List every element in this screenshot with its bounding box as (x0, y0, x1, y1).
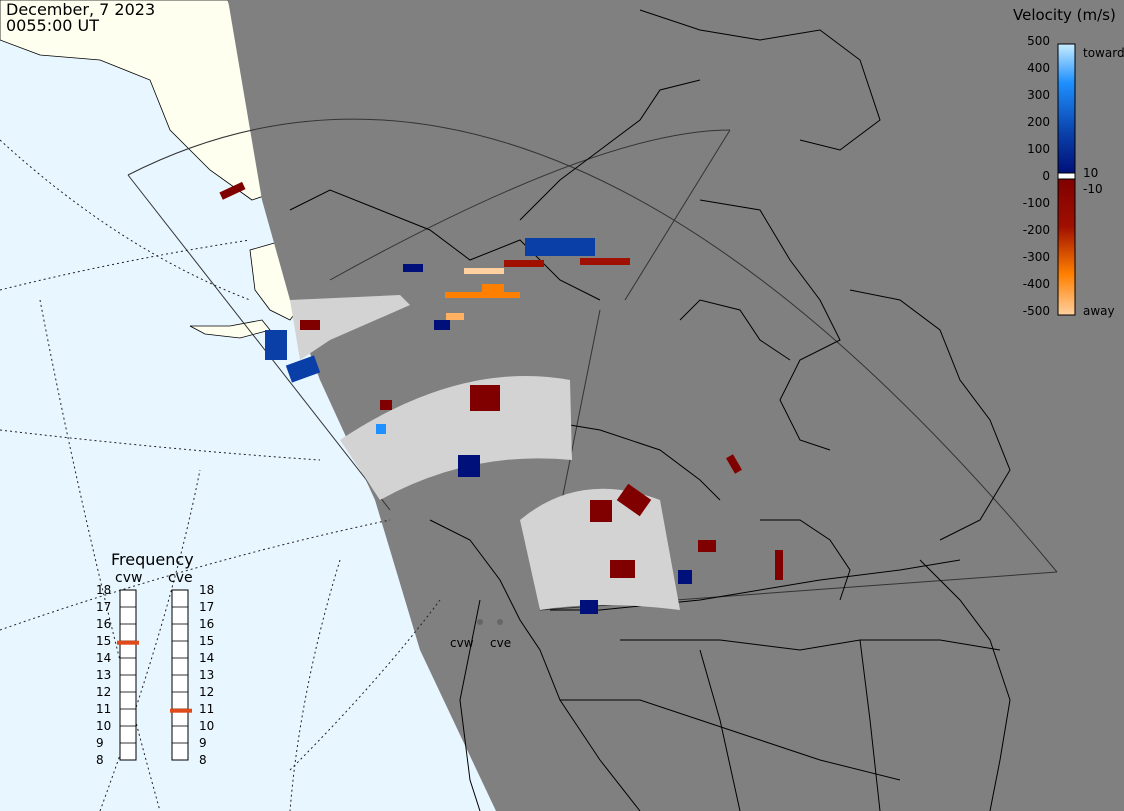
velocity-cell (285, 355, 321, 383)
freq-radar-label-cve: cve (168, 570, 193, 586)
colorbar-tick: -300 (1023, 250, 1050, 264)
freq-scale-label: 10 (199, 719, 214, 733)
velocity-cell (219, 181, 246, 200)
colorbar-tick: -400 (1023, 277, 1050, 291)
velocity-cell (775, 550, 783, 580)
ground-scatter-west (340, 376, 572, 500)
velocity-colorbar: Velocity (m/s) 500 400 300 200 100 (1013, 6, 1124, 318)
velocity-cell (470, 385, 500, 411)
frequency-panel: Frequency cvw cve 18 18 17 17 16 16 15 15 14 14 13… (96, 550, 214, 767)
colorbar-tick: -500 (1023, 304, 1050, 318)
freq-scale-label: 13 (199, 668, 214, 682)
velocity-cell (616, 483, 652, 517)
backscatter-data (219, 181, 783, 614)
freq-scale-label: 13 (96, 668, 111, 682)
freq-scale-label: 12 (199, 685, 214, 699)
velocity-cell (678, 570, 692, 584)
velocity-cell (403, 264, 423, 272)
velocity-cell (726, 454, 742, 474)
freq-marker-cve (170, 708, 192, 713)
ground-scatter-north (290, 295, 410, 360)
freq-scale-label: 18 (96, 583, 111, 597)
freq-scale-label: 16 (199, 617, 214, 631)
freq-scale-label: 15 (96, 634, 111, 648)
colorbar-tick: 300 (1027, 88, 1050, 102)
freq-scale-label: 17 (199, 600, 214, 614)
colorbar-tick: 500 (1027, 34, 1050, 48)
velocity-cell (376, 424, 386, 434)
velocity-cell (504, 260, 544, 267)
colorbar-neg-threshold: -10 (1083, 182, 1103, 196)
velocity-cell (525, 238, 595, 256)
freq-radar-label-cvw: cvw (115, 570, 142, 586)
velocity-cell (458, 455, 480, 477)
freq-scale-label: 10 (96, 719, 111, 733)
velocity-cell (580, 600, 598, 614)
header-time: 0055:00 UT (6, 16, 100, 35)
colorbar-title: Velocity (m/s) (1013, 6, 1116, 24)
velocity-cell (434, 320, 450, 330)
velocity-cell (380, 400, 392, 410)
velocity-cell (482, 284, 504, 292)
freq-scale-label: 8 (96, 753, 104, 767)
coastlines (289, 9, 1011, 811)
colorbar-tick: 0 (1042, 169, 1050, 183)
colorbar-pos-threshold: 10 (1083, 166, 1098, 180)
freq-scale-label: 18 (199, 583, 214, 597)
night-region (228, 0, 1124, 811)
freq-scale-label: 9 (199, 736, 207, 750)
velocity-cell (590, 500, 612, 522)
freq-scale-label: 17 (96, 600, 111, 614)
colorbar-toward-label: toward (1083, 46, 1124, 60)
colorbar-tick: 200 (1027, 115, 1050, 129)
graticule (0, 139, 441, 811)
freq-scale-label: 12 (96, 685, 111, 699)
colorbar-tick: -100 (1023, 196, 1050, 210)
frequency-title: Frequency (111, 550, 194, 569)
freq-scale-label: 14 (199, 651, 214, 665)
radar-sites: cvw cve (450, 619, 511, 650)
velocity-cell (445, 292, 520, 298)
velocity-cell (610, 560, 635, 578)
velocity-cell (265, 330, 287, 360)
freq-scale-label: 16 (96, 617, 111, 631)
colorbar-tick: 100 (1027, 142, 1050, 156)
freq-scale-label: 9 (96, 736, 104, 750)
header-date: December, 7 2023 (6, 0, 156, 19)
freq-scale-label: 8 (199, 753, 207, 767)
velocity-cell (300, 320, 320, 330)
velocity-cell (698, 540, 716, 552)
velocity-cell (464, 268, 504, 274)
freq-marker-cvw (117, 640, 139, 645)
site-label-cvw: cvw (450, 636, 474, 650)
colorbar-tick: 400 (1027, 61, 1050, 75)
freq-scale-label: 11 (96, 702, 111, 716)
freq-scale-label: 14 (96, 651, 111, 665)
freq-scale-label: 15 (199, 634, 214, 648)
freq-scale-label: 11 (199, 702, 214, 716)
colorbar-away-label: away (1083, 304, 1115, 318)
ground-scatter-east (520, 488, 680, 610)
velocity-cell (446, 313, 464, 320)
velocity-cell (580, 258, 630, 265)
colorbar-tick: -200 (1023, 223, 1050, 237)
site-label-cve: cve (490, 636, 511, 650)
